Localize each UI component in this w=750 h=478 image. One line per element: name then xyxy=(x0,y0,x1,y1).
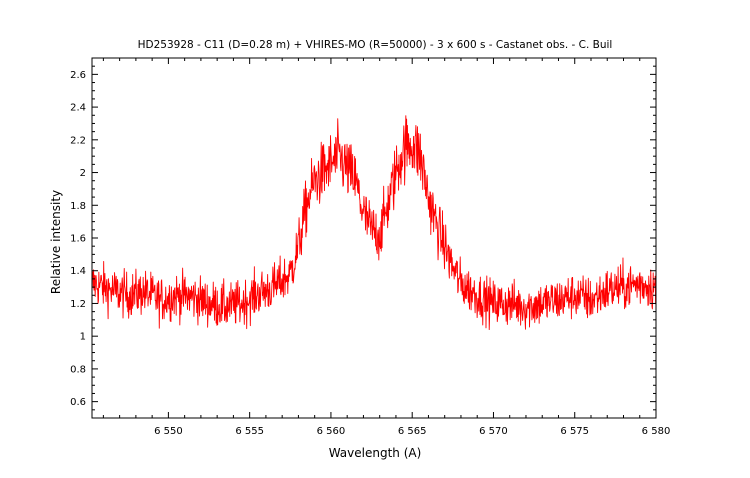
x-tick-label: 6 580 xyxy=(642,426,671,437)
x-axis: 6 550 6 555 6 560 6 565 6 570 6 575 6 580 xyxy=(102,58,671,437)
y-axis: 0.6 0.8 1 1.2 1.4 1.6 1.8 2 2.2 2.4 2.6 xyxy=(70,57,656,411)
y-tick-label: 2 xyxy=(80,168,86,179)
x-tick-label: 6 555 xyxy=(235,426,264,437)
spectrum-layer xyxy=(91,115,657,331)
x-axis-title: Wavelength (A) xyxy=(329,446,422,460)
y-tick-label: 1.4 xyxy=(70,266,86,277)
chart-title: HD253928 - C11 (D=0.28 m) + VHIRES-MO (R… xyxy=(138,39,613,51)
y-tick-label: 1.8 xyxy=(70,201,86,212)
y-tick-label: 0.8 xyxy=(70,364,86,375)
x-tick-label: 6 575 xyxy=(560,426,589,437)
y-tick-label: 2.4 xyxy=(70,103,86,114)
y-tick-label: 2.6 xyxy=(70,70,86,81)
y-tick-label: 1.6 xyxy=(70,234,86,245)
x-tick-label: 6 560 xyxy=(317,426,346,437)
y-tick-label: 1 xyxy=(80,332,86,343)
y-tick-label: 0.6 xyxy=(70,397,86,408)
spectrum-line xyxy=(91,115,657,331)
x-tick-label: 6 565 xyxy=(398,426,427,437)
x-tick-label: 6 550 xyxy=(154,426,183,437)
y-axis-title: Relative intensity xyxy=(49,190,63,294)
y-tick-label: 2.2 xyxy=(70,135,86,146)
y-tick-label: 1.2 xyxy=(70,299,86,310)
x-tick-label: 6 570 xyxy=(479,426,508,437)
